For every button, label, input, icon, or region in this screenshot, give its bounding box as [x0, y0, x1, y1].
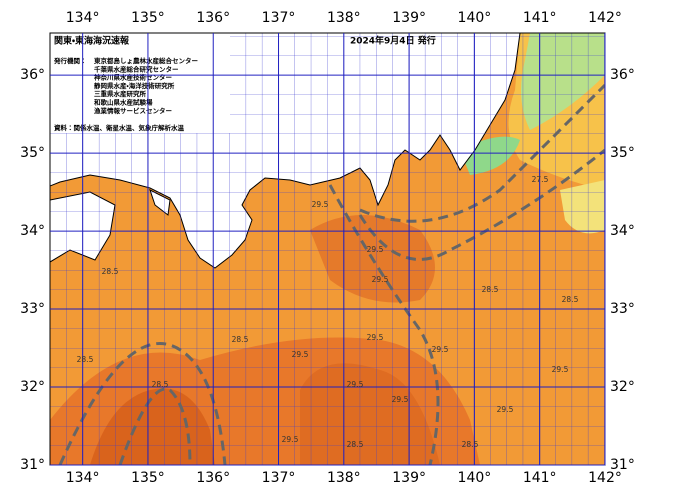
date: 2024年9月4日 発行 — [350, 35, 436, 47]
lon-label: 137° — [262, 10, 296, 26]
lon-label: 135° — [131, 10, 165, 26]
isotherm-labels: 28.5 29.5 29.5 29.5 28.5 29.5 29.5 29.5 29.5 28.5… — [77, 175, 579, 449]
lat-label: 32° — [610, 379, 635, 395]
lon-label: 136° — [196, 10, 230, 26]
isotherm-label: 27.5 — [532, 175, 549, 184]
isotherm-label: 28.5 — [347, 440, 364, 449]
current-axis — [358, 148, 605, 261]
issuer-name: 静岡県水産・海洋技術研究所 — [94, 81, 175, 90]
lat-label: 35° — [610, 145, 635, 161]
lon-label: 142° — [588, 10, 622, 26]
lat-label: 33° — [610, 301, 635, 317]
lon-label: 138° — [327, 10, 361, 26]
map-area — [50, 33, 605, 465]
source: 資料：関係水温、衛星水温、気象庁解析水温 — [54, 123, 185, 132]
lon-label: 141° — [523, 470, 557, 486]
issuer-label: 発行機関： — [53, 56, 87, 65]
isotherm-label: 29.5 — [497, 405, 514, 414]
isotherm-label: 29.5 — [312, 200, 329, 209]
lat-label: 31° — [20, 457, 45, 473]
isotherm-label: 28.5 — [77, 355, 94, 364]
isotherm-label: 28.5 — [562, 295, 579, 304]
lat-label: 36° — [610, 67, 635, 83]
lon-label: 142° — [588, 470, 622, 486]
issuer-name: 東京都島しょ農林水産総合センター — [94, 56, 198, 65]
lon-label: 135° — [131, 470, 165, 486]
lat-label: 35° — [20, 145, 45, 161]
isotherm-label: 29.5 — [372, 275, 389, 284]
lat-label: 31° — [610, 457, 635, 473]
isotherm-label: 28.5 — [152, 380, 169, 389]
isotherm-label: 29.5 — [432, 345, 449, 354]
isotherm-label: 29.5 — [367, 245, 384, 254]
isotherm-label: 29.5 — [347, 380, 364, 389]
isotherm-label: 29.5 — [367, 333, 384, 342]
current-axis — [328, 184, 440, 465]
lon-label: 139° — [392, 470, 426, 486]
isotherm-label: 29.5 — [392, 395, 409, 404]
issuer-name: 神奈川県水産技術センター — [93, 73, 172, 82]
issuer-name: 千葉県水産総合研究センター — [94, 64, 179, 73]
lon-label: 134° — [66, 470, 100, 486]
lon-label: 140° — [458, 470, 492, 486]
axes: 134° 134° 135° 135° 136° 136° 137° 137° 138° 138°… — [20, 10, 635, 486]
issuer-name: 漁業情報サービスセンター — [94, 106, 172, 115]
issuer-list: 東京都島しょ農林水産総合センター千葉県水産総合研究センター神奈川県水産技術センタ… — [93, 56, 198, 115]
current-axis — [359, 83, 605, 223]
lat-label: 36° — [20, 67, 45, 83]
lon-label: 140° — [458, 10, 492, 26]
lon-label: 137° — [262, 470, 296, 486]
isotherm-label: 28.5 — [462, 440, 479, 449]
isotherm-label: 29.5 — [552, 365, 569, 374]
lon-label: 139° — [392, 10, 426, 26]
legend-box — [50, 33, 230, 133]
lat-label: 32° — [20, 379, 45, 395]
isotherm-label: 29.5 — [282, 435, 299, 444]
lon-label: 136° — [196, 470, 230, 486]
lon-label: 134° — [66, 10, 100, 26]
isotherm-label: 28.5 — [232, 335, 249, 344]
isotherm-label: 28.5 — [482, 285, 499, 294]
issuer-name: 三重県水産研究所 — [94, 89, 147, 98]
title: 関東・東海海況速報 — [54, 35, 130, 47]
lat-label: 34° — [610, 223, 635, 239]
issuer-name: 和歌山県水産試験場 — [93, 98, 153, 107]
lon-label: 141° — [523, 10, 557, 26]
isotherm-label: 29.5 — [292, 350, 309, 359]
current-axis — [118, 387, 192, 465]
lat-label: 33° — [20, 301, 45, 317]
lon-label: 138° — [327, 470, 361, 486]
lat-label: 34° — [20, 223, 45, 239]
isotherm-label: 28.5 — [102, 267, 119, 276]
